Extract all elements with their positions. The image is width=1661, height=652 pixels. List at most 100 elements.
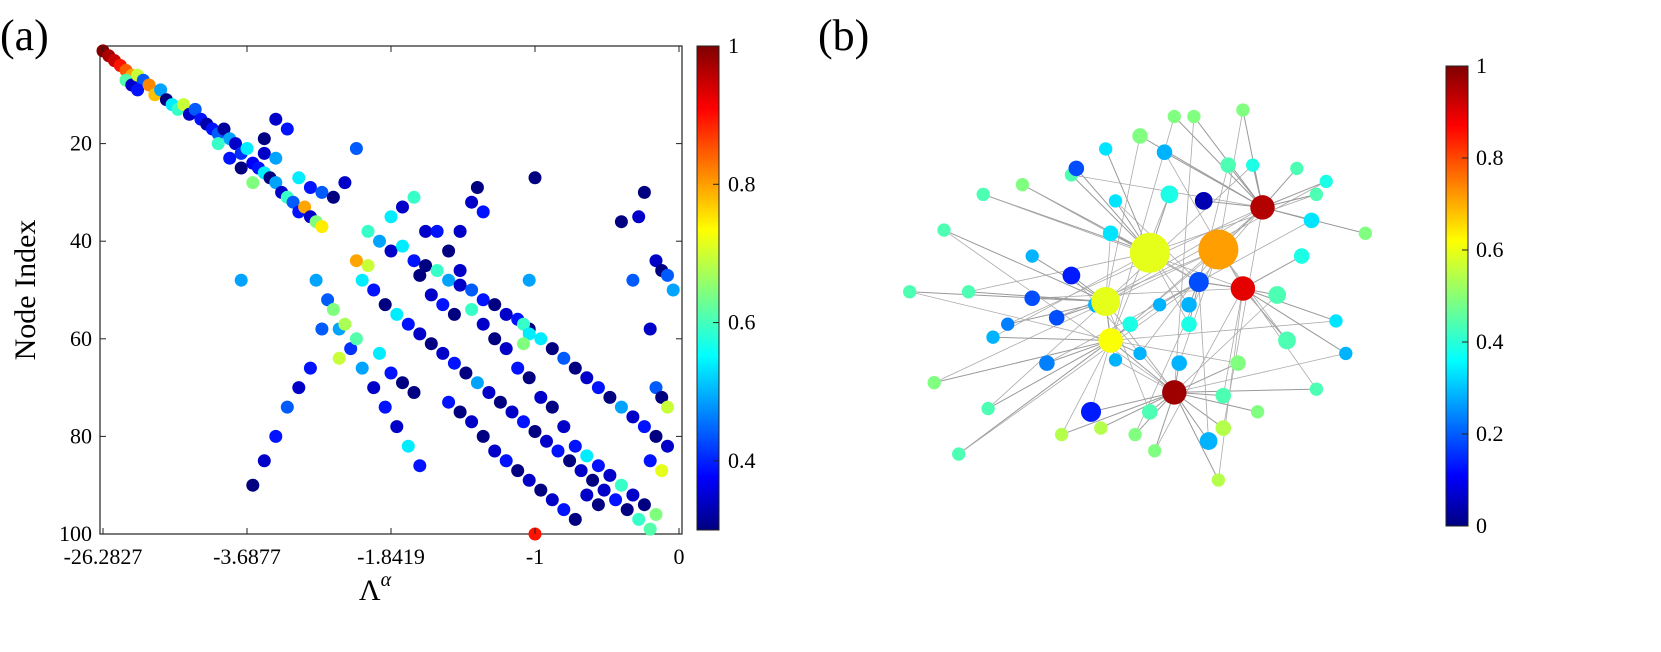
network-node (1309, 382, 1324, 396)
scatter-point (436, 298, 450, 312)
scatter-point (292, 171, 306, 185)
scatter-point (591, 459, 605, 473)
scatter-point (511, 464, 525, 478)
network-edge (1218, 288, 1244, 481)
scatter-point (373, 234, 386, 248)
scatter-point (142, 78, 156, 92)
colorbar-a-tick-label: 1 (728, 33, 739, 58)
network-node (1133, 346, 1147, 361)
scatter-point (499, 342, 513, 356)
plot-a-xlabel-base: Λ (359, 574, 381, 607)
ytick-label: 60 (70, 326, 92, 351)
scatter-point (269, 176, 283, 190)
scatter-point (177, 98, 191, 112)
network-edge (1242, 288, 1347, 354)
scatter-point (396, 239, 409, 253)
scatter-point (580, 488, 594, 502)
scatter-point (534, 390, 548, 404)
scatter-point (632, 512, 646, 526)
scatter-point (666, 283, 680, 297)
scatter-point (488, 444, 502, 458)
scatter-point (378, 298, 392, 312)
network-node (1152, 298, 1167, 312)
scatter-point (246, 478, 260, 492)
scatter-point (321, 293, 335, 307)
scatter-point (436, 346, 450, 360)
network-edge (1174, 353, 1346, 393)
scatter-point (603, 468, 617, 482)
network-edge (1174, 294, 1278, 393)
network-edge (934, 249, 1219, 383)
network-edge (992, 336, 1111, 341)
network-node (952, 447, 966, 461)
scatter-point (470, 376, 484, 390)
network-node (1142, 404, 1158, 420)
xtick-label: -3.6877 (213, 544, 281, 569)
scatter-point (476, 429, 490, 443)
scatter-point (557, 420, 571, 434)
scatter-point (517, 317, 530, 331)
plot-a-xlabel: Λα (359, 569, 392, 607)
network-edge (1032, 288, 1243, 299)
ytick-label: 20 (70, 131, 92, 156)
scatter-point (361, 259, 375, 273)
scatter-point (580, 449, 594, 463)
network-edge (1110, 340, 1175, 393)
scatter-point (534, 483, 548, 497)
scatter-point (476, 293, 490, 307)
scatter-point (661, 268, 674, 282)
xtick-label: -26.2827 (64, 544, 143, 569)
network-node (1015, 177, 1030, 192)
scatter-point (315, 185, 329, 199)
scatter-point (661, 400, 674, 414)
network-edge (1242, 288, 1337, 322)
xtick-label: -1.8419 (357, 544, 425, 569)
scatter-point (505, 405, 519, 419)
scatter-point (476, 317, 490, 331)
network-edge (958, 340, 1111, 455)
scatter-point (413, 327, 427, 341)
scatter-point (632, 210, 646, 224)
network-node (1039, 355, 1055, 371)
scatter-point (257, 132, 271, 146)
network-edge (987, 340, 1111, 410)
scatter-point (246, 176, 260, 190)
scatter-point (315, 220, 329, 234)
network-edge (1173, 392, 1219, 481)
scatter-point (396, 376, 409, 390)
network-edge (1154, 288, 1244, 451)
scatter-point (534, 332, 548, 346)
network-node (1068, 160, 1085, 177)
scatter-point (482, 386, 496, 399)
network-node (1062, 266, 1081, 285)
network-node (1236, 103, 1250, 117)
colorbar-b-tick-label: 1 (1476, 53, 1487, 78)
scatter-point (637, 185, 651, 199)
network-node (1303, 212, 1320, 229)
colorbar-a-tick-label: 0.4 (728, 448, 756, 473)
network-node (1099, 142, 1113, 156)
scatter-point (511, 361, 525, 375)
scatter-point (315, 322, 329, 336)
network-node (1194, 191, 1213, 210)
colorbar-b-tick-label: 0.4 (1476, 329, 1504, 354)
scatter-point (257, 454, 271, 468)
xtick-label: 0 (674, 544, 685, 569)
scatter-point (568, 361, 582, 375)
network-nodes (903, 103, 1373, 487)
scatter-point (269, 151, 283, 165)
scatter-point (217, 122, 231, 136)
network-edge (1178, 249, 1219, 364)
scatter-point (390, 420, 404, 434)
scatter-point (292, 381, 306, 395)
scatter-point (424, 288, 438, 302)
scatter-point (528, 171, 542, 185)
scatter-point (580, 371, 594, 385)
scatter-point (545, 493, 559, 507)
scatter-point (574, 464, 588, 478)
network-node (927, 375, 941, 390)
network-node (1048, 309, 1065, 326)
scatter-point (367, 381, 381, 395)
scatter-point (407, 386, 421, 399)
scatter-point (430, 264, 444, 277)
